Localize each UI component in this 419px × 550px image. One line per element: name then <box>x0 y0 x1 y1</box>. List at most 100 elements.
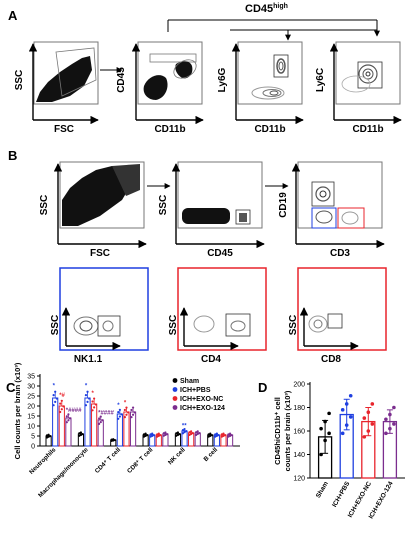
chart-c-point <box>133 411 136 414</box>
chart-c-point <box>117 417 120 420</box>
plot-b6-xlabel: CD8 <box>321 354 341 365</box>
chart-c-ytick-label: 20 <box>27 404 35 411</box>
plot-b3-ylabel: CD19 <box>278 192 289 218</box>
chart-c-point <box>210 434 213 437</box>
chart-c-point <box>52 394 55 397</box>
chart-c-point <box>152 434 155 437</box>
chart-c-point <box>183 431 186 434</box>
panel-c-letter: C <box>6 380 16 395</box>
chart-d-ytick-label: 120 <box>293 476 305 483</box>
chart-c-point <box>88 397 91 400</box>
chart-c-legend-marker <box>172 387 178 392</box>
chart-c-point <box>91 400 94 403</box>
chart-c-point <box>190 432 193 436</box>
chart-d-point <box>319 426 323 431</box>
plot-a2: CD11b CD45 <box>116 41 204 135</box>
chart-d-point <box>323 438 327 443</box>
plot-a2-ylabel: CD45 <box>116 67 127 93</box>
plot-a3-xlabel: CD11b <box>254 124 285 135</box>
chart-c-point <box>181 429 185 432</box>
chart-c-point <box>86 400 89 403</box>
chart-d-point <box>348 415 353 419</box>
chart-c-point <box>84 404 88 407</box>
chart-c-point <box>195 431 198 434</box>
chart-c: 0 5 10 15 20 25 30 35 Cell counts per brain (x10… <box>13 362 240 499</box>
plot-a3-ylabel: Ly6G <box>217 67 228 92</box>
plot-b6-ylabel: SSC <box>288 315 299 336</box>
cd45-high-superscript: high <box>273 3 288 10</box>
chart-d-point <box>323 419 327 424</box>
chart-c-legend-marker <box>172 405 178 410</box>
chart-c-point <box>183 427 186 431</box>
chart-c-point <box>67 413 70 416</box>
chart-d-ylabel-line2: counts per brain (x10³) <box>283 390 292 471</box>
chart-c-annotation: * <box>53 383 56 389</box>
chart-c-point <box>59 410 62 414</box>
cd45-high-text: CD45 <box>245 3 273 15</box>
chart-c-point <box>62 405 65 408</box>
chart-d-point <box>392 422 396 426</box>
chart-c-legend-label: ICH+EXO-NC <box>180 396 223 403</box>
plot-b3-xlabel: CD3 <box>330 248 350 259</box>
chart-c-point <box>230 434 233 437</box>
chart-c-ytick-label: 30 <box>27 384 35 391</box>
chart-d-point <box>384 431 388 436</box>
chart-c-point <box>228 432 232 435</box>
plot-a4-xlabel: CD11b <box>352 124 383 135</box>
chart-c-point <box>188 431 191 434</box>
plot-a1-ylabel: SSC <box>14 70 25 91</box>
chart-d-point <box>327 431 331 436</box>
chart-c-point <box>98 422 101 425</box>
chart-c-point <box>81 433 84 436</box>
chart-c-point <box>126 411 130 414</box>
chart-c-point <box>65 421 68 424</box>
chart-c-point <box>86 390 89 393</box>
cd45-high-label: CD45high <box>245 3 288 15</box>
chart-c-point <box>123 408 126 412</box>
chart-c-category-label: Neutrophils <box>28 446 58 476</box>
plot-b2-ylabel: SSC <box>158 195 169 216</box>
chart-c-annotation: * <box>117 403 120 409</box>
plot-b1: FSC SSC <box>39 161 147 259</box>
chart-c-point <box>54 400 57 403</box>
chart-c-ytick-label: 35 <box>27 374 35 381</box>
chart-c-annotation: * <box>85 383 88 389</box>
plot-b6: CD8 SSC <box>288 267 387 365</box>
plot-b5: CD4 SSC <box>168 267 267 365</box>
chart-c-point <box>157 432 160 435</box>
plot-a1-xlabel: FSC <box>54 124 74 135</box>
chart-d: 120 140 160 180 200 CD45hiCD11b⁺ cell counts p… <box>273 382 405 520</box>
plot-a4-ylabel: Ly6C <box>315 68 326 92</box>
plot-a1: FSC SSC <box>14 41 99 135</box>
chart-c-point <box>215 432 218 435</box>
chart-d-ytick-label: 180 <box>293 405 305 412</box>
chart-c-annotation: *# <box>59 393 65 399</box>
chart-c-legend-marker <box>172 378 178 383</box>
chart-c-point <box>94 403 97 406</box>
chart-d-point <box>388 412 392 417</box>
chart-c-point <box>159 434 162 437</box>
plot-b1-ylabel: SSC <box>39 195 50 216</box>
chart-c-point <box>91 409 94 412</box>
chart-c-point <box>99 415 102 418</box>
chart-c-point <box>131 413 135 416</box>
chart-c-point <box>93 397 96 400</box>
chart-c-point <box>165 433 169 436</box>
chart-c-ytick-label: 10 <box>27 424 35 431</box>
chart-c-point <box>47 433 50 436</box>
chart-d-category-label: Sham <box>315 480 330 499</box>
chart-c-point <box>49 435 52 438</box>
chart-d-ytick-label: 140 <box>293 452 305 459</box>
chart-c-point <box>93 406 96 409</box>
chart-c-point <box>196 430 199 433</box>
plot-b2: CD45 SSC <box>158 161 265 259</box>
chart-c-annotation: *#### <box>98 410 114 416</box>
chart-c-point <box>164 431 167 434</box>
chart-c-point <box>146 434 149 437</box>
chart-c-point <box>67 419 70 422</box>
chart-c-legend-label: Sham <box>180 378 199 385</box>
chart-c-point <box>60 408 63 411</box>
chart-d-category-label: ICH+PBS <box>331 480 352 509</box>
plot-b5-xlabel: CD4 <box>201 354 221 365</box>
